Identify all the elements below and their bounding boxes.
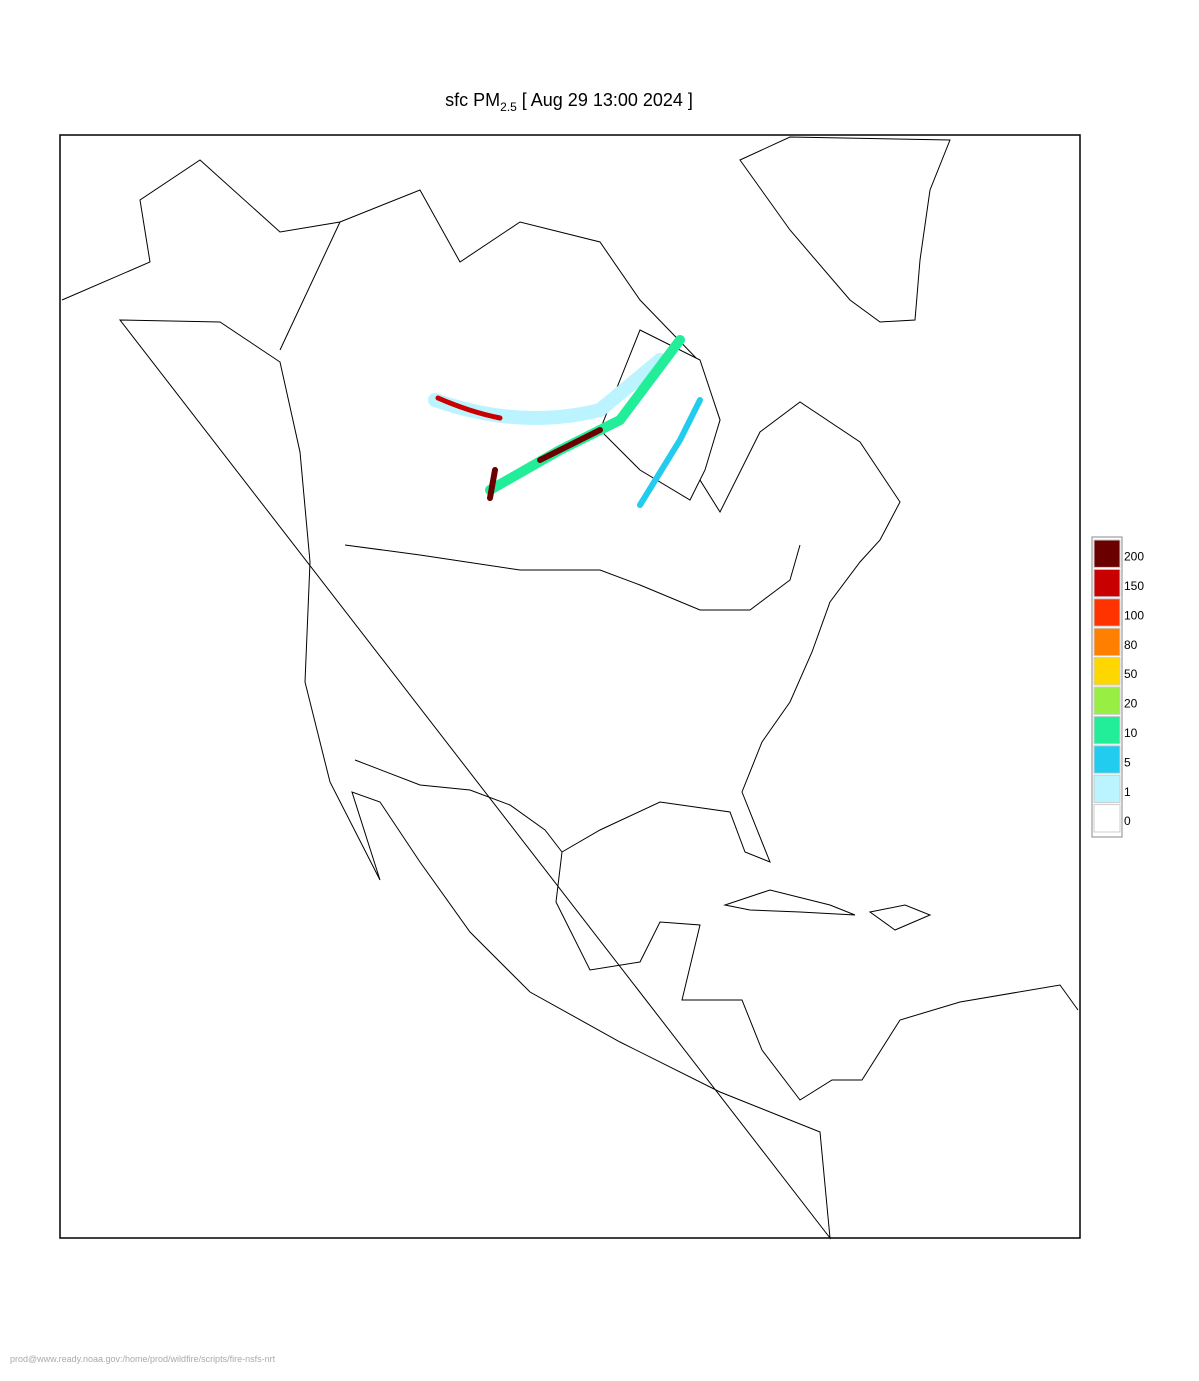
legend-label: 20 (1124, 697, 1138, 711)
legend-swatch (1093, 598, 1121, 627)
title-date: [ Aug 29 13:00 2024 ] (522, 90, 693, 110)
legend-label: 10 (1124, 726, 1138, 740)
legend-label: 150 (1124, 579, 1144, 593)
title-subscript: 2.5 (500, 100, 517, 114)
plume (637, 397, 703, 508)
alaska-border (279, 221, 341, 351)
legend-swatch (1093, 774, 1121, 804)
legend-swatch (1093, 627, 1121, 657)
borders (279, 221, 801, 853)
legend-label: 5 (1124, 755, 1131, 769)
us-mexico-border (354, 759, 563, 853)
legend-swatch (1093, 686, 1121, 715)
title: sfc PM2.5 [ Aug 29 13:00 2024 ] (445, 90, 693, 114)
basemap (61, 136, 1079, 1240)
legend-swatch (1093, 568, 1121, 598)
legend-swatch (1093, 539, 1121, 568)
hispaniola (868, 904, 932, 931)
plume (487, 427, 603, 501)
legend-swatch (1093, 715, 1121, 745)
north-america-coast (61, 159, 1079, 1240)
legend-label: 100 (1124, 608, 1144, 622)
us-canada-border (344, 544, 801, 611)
title-text: sfc PM (445, 90, 500, 110)
map-frame (59, 134, 1081, 1239)
legend-label: 1 (1124, 785, 1131, 799)
cuba (723, 889, 856, 916)
legend-label: 80 (1124, 638, 1138, 652)
greenland-coast (739, 136, 951, 323)
legend-label: 50 (1124, 667, 1138, 681)
legend-swatch (1093, 657, 1121, 686)
smoke-plumes (428, 335, 703, 508)
footer-path: prod@www.ready.noaa.gov:/home/prod/wildf… (10, 1354, 276, 1364)
legend-label: 0 (1124, 814, 1131, 828)
legend-label: 200 (1124, 550, 1144, 564)
plume (435, 395, 503, 421)
legend-swatch (1093, 745, 1121, 774)
legend-swatch (1093, 804, 1121, 833)
